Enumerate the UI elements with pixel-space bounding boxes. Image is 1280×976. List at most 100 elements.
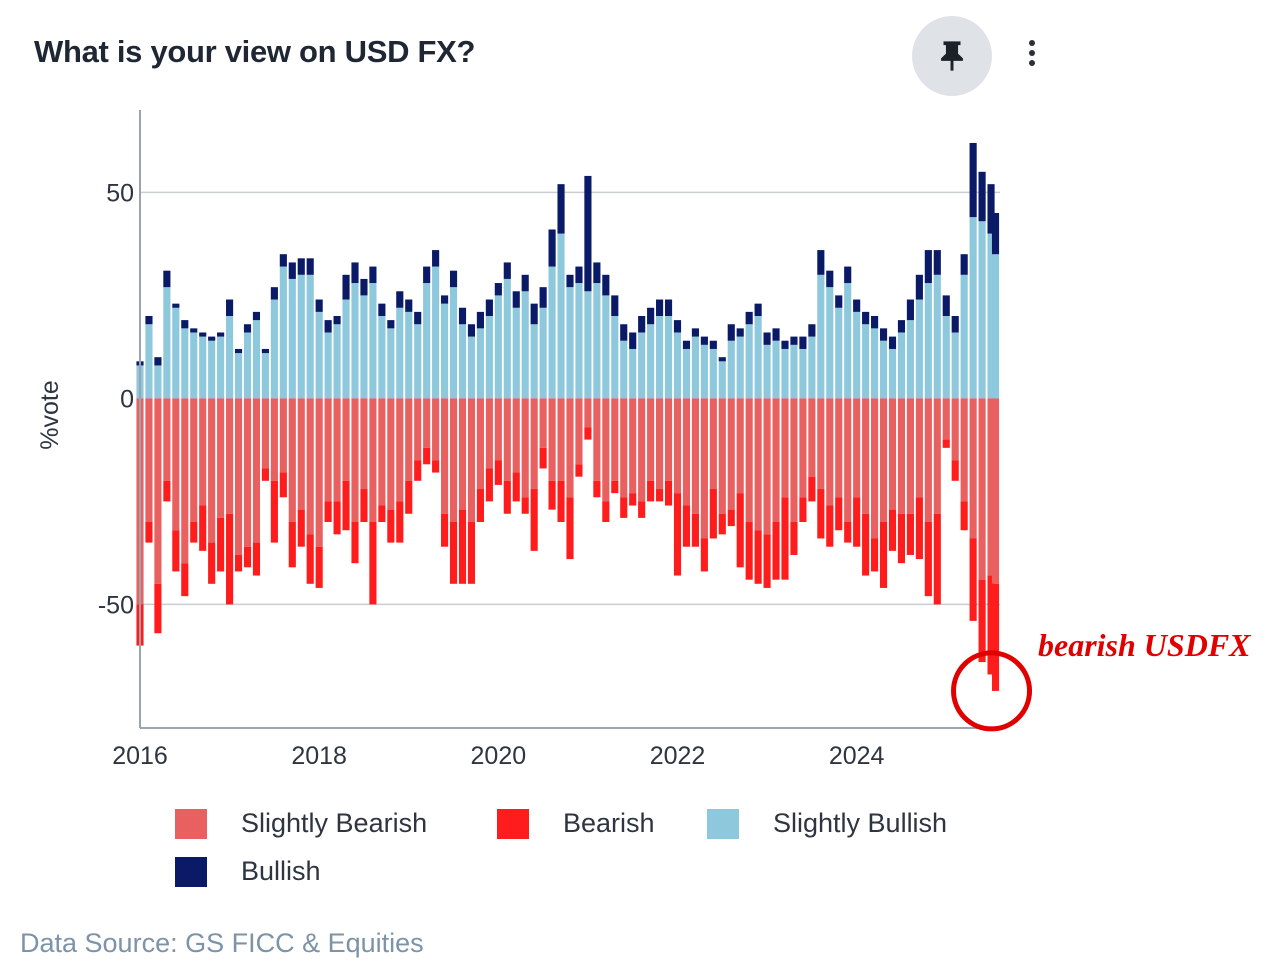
bar-bullish	[960, 254, 968, 275]
bar-slightly-bullish	[664, 316, 673, 399]
bar-bearish	[503, 480, 511, 514]
bar-bullish	[172, 303, 180, 308]
bar-slightly-bearish	[485, 398, 493, 469]
pin-button[interactable]	[912, 16, 992, 96]
bar-bearish	[234, 554, 243, 572]
bar-bearish	[333, 501, 341, 535]
bar-slightly-bearish	[539, 398, 547, 448]
bar-bullish	[566, 274, 574, 288]
bar-bullish	[629, 332, 637, 349]
bar-slightly-bullish	[378, 316, 386, 399]
bar-slightly-bearish	[888, 398, 897, 510]
bar-slightly-bullish	[942, 316, 950, 399]
bar-slightly-bullish	[485, 316, 493, 399]
bar-bearish	[844, 522, 852, 543]
bar-bearish	[942, 439, 950, 448]
legend-item-slightly-bullish[interactable]: Slightly Bullish	[707, 808, 947, 839]
bar-slightly-bullish	[172, 307, 180, 399]
bar-bullish	[539, 287, 547, 308]
bar-bearish	[351, 522, 359, 564]
bar-bearish	[297, 509, 305, 547]
bar-bearish	[915, 497, 923, 560]
bar-bearish	[154, 583, 162, 634]
bar-slightly-bullish	[727, 340, 735, 399]
bar-bullish	[772, 328, 780, 341]
bar-slightly-bullish	[638, 332, 646, 399]
stacked-bar-chart: 50 0 -50 2016 2018 2020 2022 2024 %vote bearish …	[36, 110, 1251, 770]
bar-bullish	[297, 258, 305, 275]
bar-slightly-bullish	[611, 316, 619, 399]
bar-bullish	[441, 295, 449, 304]
bar-slightly-bearish	[190, 398, 198, 522]
bar-slightly-bearish	[924, 398, 932, 522]
bar-bearish	[790, 522, 798, 555]
bar-slightly-bearish	[799, 398, 807, 498]
bar-slightly-bullish	[154, 365, 162, 399]
bar-bearish	[476, 489, 484, 522]
bar-bullish	[602, 274, 610, 296]
bar-slightly-bearish	[315, 398, 323, 547]
bar-slightly-bullish	[709, 348, 717, 399]
bar-slightly-bullish	[593, 283, 601, 399]
bar-bearish	[458, 509, 467, 584]
bar-bearish	[727, 509, 735, 527]
legend-item-bearish[interactable]: Bearish	[497, 808, 655, 839]
bar-slightly-bearish	[682, 398, 691, 506]
bar-slightly-bearish	[584, 398, 592, 428]
bar-slightly-bullish	[208, 340, 216, 399]
bar-slightly-bearish	[969, 398, 977, 539]
bar-bearish	[243, 546, 252, 568]
bar-slightly-bullish	[906, 320, 914, 399]
bar-slightly-bearish	[396, 398, 404, 502]
bar-slightly-bearish	[252, 398, 261, 543]
legend-swatch	[707, 808, 739, 839]
bar-bullish	[691, 328, 699, 337]
bar-bearish	[691, 513, 699, 547]
bar-slightly-bearish	[602, 398, 610, 502]
bar-bearish	[566, 497, 574, 560]
bar-slightly-bearish	[163, 398, 171, 481]
bar-slightly-bullish	[467, 336, 476, 399]
bar-slightly-bearish	[853, 398, 861, 498]
bar-bullish	[154, 357, 162, 366]
bar-bearish	[897, 513, 906, 564]
bar-bearish	[405, 480, 413, 514]
annotation-circle	[951, 650, 1033, 732]
bar-bullish	[991, 213, 1000, 255]
bar-slightly-bearish	[521, 398, 529, 498]
bar-bullish	[351, 262, 359, 284]
bar-bullish	[369, 266, 377, 284]
bar-bearish	[181, 563, 189, 597]
more-options-button[interactable]	[1012, 30, 1052, 76]
bar-bearish	[638, 501, 646, 518]
bar-bearish	[754, 530, 762, 584]
bar-bearish	[835, 497, 843, 531]
bar-bearish	[871, 538, 879, 572]
legend-item-slightly-bearish[interactable]: Slightly Bearish	[175, 808, 427, 839]
legend-item-bullish[interactable]: Bullish	[175, 856, 321, 887]
bar-slightly-bullish	[199, 336, 207, 399]
bar-bullish	[467, 324, 476, 337]
bar-bullish	[799, 336, 807, 349]
bar-slightly-bearish	[781, 398, 789, 498]
bar-bullish	[736, 328, 744, 337]
bar-slightly-bearish	[387, 398, 395, 510]
bar-slightly-bullish	[369, 283, 377, 399]
bar-bearish	[736, 493, 744, 568]
bar-bullish	[853, 299, 861, 312]
bar-bullish	[288, 262, 296, 279]
bar-slightly-bullish	[781, 348, 789, 399]
bar-bullish	[888, 336, 897, 349]
bar-bullish	[584, 175, 592, 292]
bar-bullish	[432, 250, 440, 267]
y-tick-label: 0	[120, 385, 134, 413]
bar-slightly-bearish	[844, 398, 852, 522]
bar-slightly-bearish	[449, 398, 458, 522]
bar-bullish	[226, 299, 234, 316]
bar-bullish	[449, 270, 458, 288]
bar-bullish	[342, 274, 350, 300]
bar-bearish	[682, 505, 691, 547]
bar-bearish	[763, 534, 771, 588]
bar-slightly-bearish	[458, 398, 467, 510]
bar-bearish	[208, 542, 216, 584]
